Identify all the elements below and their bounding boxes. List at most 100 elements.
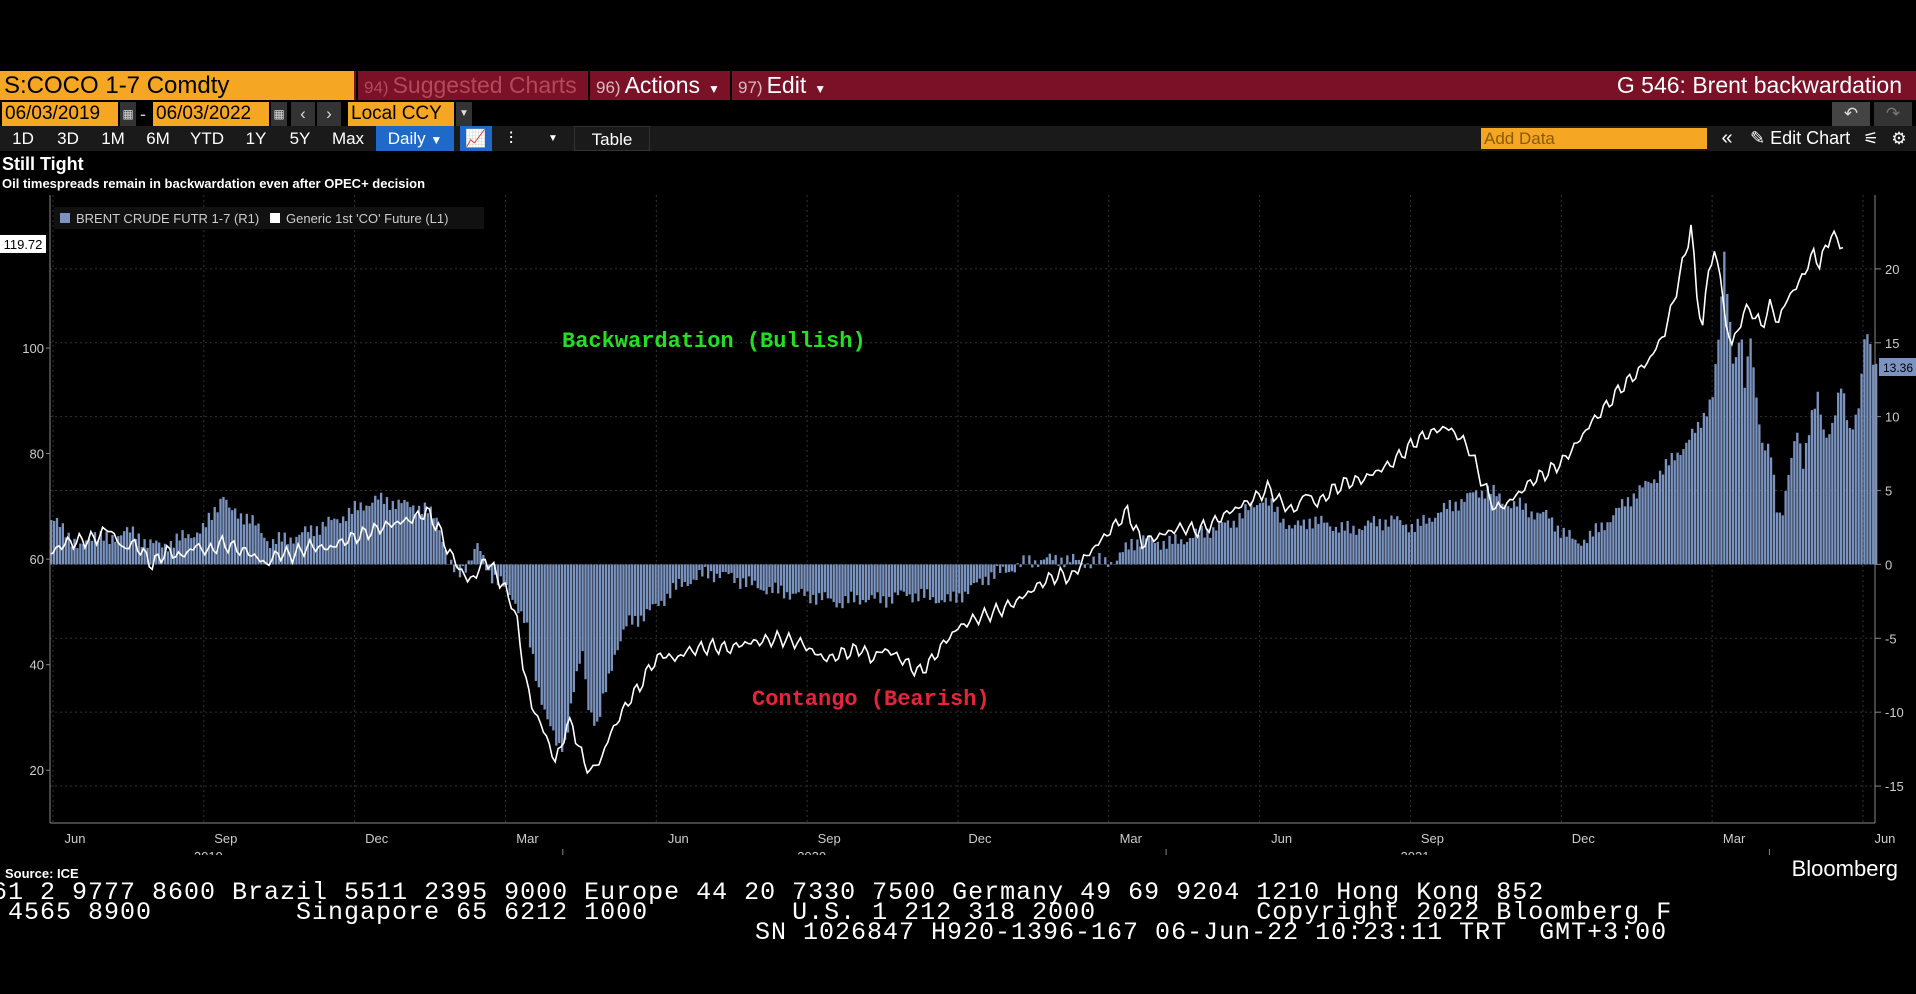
- spread-bar: [377, 499, 380, 565]
- spread-bar: [64, 537, 67, 565]
- ticker-field[interactable]: S:COCO 1-7 Comdty: [0, 71, 354, 100]
- period-6m[interactable]: 6M: [138, 126, 178, 151]
- spread-bar: [266, 541, 269, 565]
- spread-bar: [762, 564, 765, 591]
- spread-bar: [581, 564, 584, 652]
- spread-bar: [870, 564, 873, 596]
- spread-bar: [1673, 460, 1676, 565]
- gear-icon[interactable]: ⚙: [1886, 126, 1912, 151]
- calendar-icon[interactable]: ▦: [271, 102, 287, 126]
- period-5y[interactable]: 5Y: [280, 126, 320, 151]
- period-1m[interactable]: 1M: [92, 126, 134, 151]
- period-ytd[interactable]: YTD: [182, 126, 232, 151]
- dropdown-icon[interactable]: ▼: [540, 126, 566, 151]
- chevron-left-icon[interactable]: ‹: [291, 102, 315, 126]
- spread-bar: [1364, 525, 1367, 565]
- spread-bar: [727, 564, 730, 575]
- spread-bar: [1749, 338, 1752, 565]
- spread-bar: [1515, 506, 1519, 565]
- spread-bar: [1226, 520, 1230, 565]
- chart-settings-icon[interactable]: ⚟: [1858, 126, 1884, 151]
- spread-bar: [67, 532, 70, 565]
- undo-icon[interactable]: ↶: [1832, 102, 1870, 126]
- line-chart-icon[interactable]: 📈: [460, 126, 492, 151]
- spread-bar: [1837, 392, 1840, 565]
- spread-bar: [552, 564, 555, 731]
- actions-menu-button[interactable]: 96) Actions ▼: [588, 71, 728, 100]
- spread-bar: [73, 538, 76, 565]
- spread-bar: [666, 564, 669, 594]
- spread-bar: [1831, 422, 1834, 565]
- add-data-input[interactable]: Add Data: [1481, 128, 1707, 149]
- edit-menu-button[interactable]: 97) Edit ▼: [730, 71, 835, 100]
- period-1y[interactable]: 1Y: [236, 126, 276, 151]
- spread-bar: [572, 564, 576, 693]
- spread-bar: [412, 505, 415, 565]
- spread-bar: [254, 525, 257, 565]
- spread-bar: [1664, 459, 1668, 565]
- collapse-icon[interactable]: «: [1712, 126, 1742, 151]
- spread-bar: [1381, 530, 1384, 565]
- suggested-charts-button[interactable]: 94) Suggested Charts: [356, 71, 586, 100]
- spread-bar: [318, 534, 321, 565]
- spread-bar: [648, 564, 651, 611]
- redo-icon[interactable]: ↷: [1874, 102, 1912, 126]
- spread-bar: [981, 564, 984, 586]
- spread-bar: [1661, 474, 1665, 565]
- edit-chart-button[interactable]: ✎ Edit Chart: [1750, 126, 1850, 151]
- spread-bar: [1442, 502, 1446, 565]
- spread-bar: [724, 564, 727, 573]
- chart-subtitle: Oil timespreads remain in backwardation …: [2, 176, 426, 191]
- spread-bar: [619, 564, 622, 642]
- spread-bar: [540, 564, 543, 705]
- spread-bar: [928, 564, 932, 600]
- spread-bar: [99, 531, 102, 565]
- spread-bar: [1121, 552, 1124, 565]
- spread-bar: [242, 524, 246, 565]
- spread-bar: [61, 523, 65, 565]
- chevron-right-icon[interactable]: ›: [317, 102, 341, 126]
- spread-bar: [940, 564, 943, 601]
- spread-bar: [1390, 515, 1393, 565]
- frequency-select[interactable]: Daily ▼: [376, 126, 454, 151]
- spread-bar: [1174, 534, 1177, 565]
- spread-bar: [999, 564, 1002, 573]
- spread-bar: [1492, 484, 1495, 565]
- table-button[interactable]: Table: [574, 126, 650, 151]
- spread-bar: [1717, 339, 1720, 565]
- spread-bar: [1340, 522, 1343, 565]
- spread-bar: [809, 564, 812, 604]
- period-max[interactable]: Max: [324, 126, 372, 151]
- dropdown-icon[interactable]: ▼: [456, 102, 472, 126]
- spread-bar: [368, 506, 371, 565]
- spread-bar: [143, 539, 146, 565]
- spread-bar: [1150, 538, 1154, 565]
- spread-bar: [1355, 534, 1358, 565]
- spread-bar: [993, 564, 996, 579]
- spread-bar: [1031, 564, 1034, 568]
- spread-bar: [598, 564, 602, 717]
- candlestick-icon[interactable]: ⫶: [496, 126, 526, 151]
- spread-bar: [934, 564, 938, 604]
- spread-bar: [841, 564, 844, 609]
- currency-select[interactable]: Local CCY: [348, 102, 454, 126]
- start-date-input[interactable]: 06/03/2019: [2, 102, 118, 126]
- bloomberg-logo: Bloomberg: [1792, 856, 1898, 882]
- end-date-input[interactable]: 06/03/2022: [153, 102, 269, 126]
- spread-bar: [1583, 539, 1586, 565]
- calendar-icon[interactable]: ▦: [120, 102, 136, 126]
- period-3d[interactable]: 3D: [48, 126, 88, 151]
- spread-bar: [1752, 367, 1755, 565]
- spread-bar: [1723, 251, 1726, 565]
- spread-bar: [1404, 524, 1408, 565]
- spread-bar: [50, 520, 53, 565]
- spread-bar: [1501, 503, 1504, 565]
- spread-bar: [996, 564, 999, 567]
- spread-bar: [855, 564, 859, 596]
- spread-bar: [1623, 506, 1627, 565]
- spread-bar: [1580, 545, 1583, 565]
- spread-bar: [1726, 294, 1729, 565]
- period-1d[interactable]: 1D: [4, 126, 42, 151]
- spread-bar: [274, 544, 278, 565]
